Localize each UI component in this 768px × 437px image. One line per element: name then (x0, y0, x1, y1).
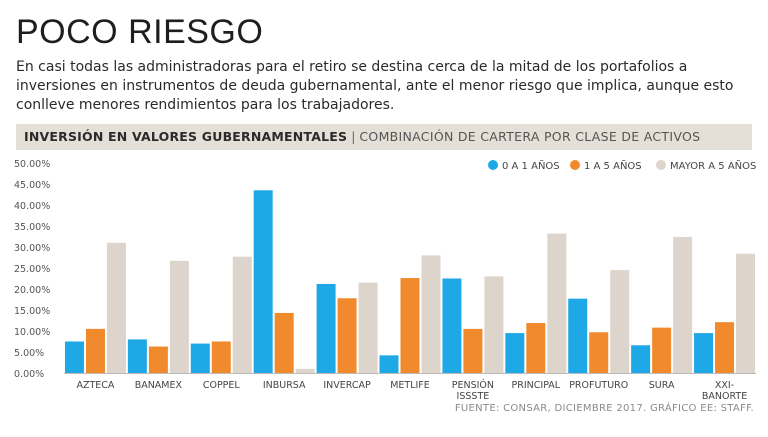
x-tick-label-line: INVERCAP (323, 380, 371, 391)
bar-2 (211, 341, 231, 373)
page-title: POCO RIESGO (16, 13, 264, 51)
x-tick-label-line: ISSSTE (457, 391, 490, 402)
bar-2 (400, 278, 420, 373)
bar-3 (736, 253, 756, 373)
bar-3 (169, 260, 189, 373)
chart-container: 0.00% 5.00% 10.00% 15.00% 20.00% 25.00% 30.00%… (0, 150, 768, 433)
bar-2 (274, 312, 294, 373)
bar-3 (610, 270, 630, 373)
bar-1 (253, 190, 273, 373)
chart-title: INVERSIÓN EN VALORES GUBERNAMENTALES (24, 129, 348, 144)
y-tick-label: 25.00% (14, 264, 50, 275)
bar-3 (673, 236, 693, 373)
x-tick-label: BANAMEX (135, 380, 183, 391)
y-tick-label: 30.00% (14, 243, 50, 254)
bar-1 (127, 339, 147, 373)
x-tick-label-line: INBURSA (263, 380, 306, 391)
y-tick-label: 35.00% (14, 222, 50, 233)
bar-2 (715, 322, 735, 373)
x-tick-label-line: PRINCIPAL (512, 380, 561, 391)
x-tick-label: INBURSA (263, 380, 306, 391)
x-tick-label-line: BANORTE (702, 391, 747, 402)
x-tick-label: PENSIÓN ISSSTE (452, 379, 494, 402)
y-tick-label: 5.00% (14, 348, 44, 359)
bar-2 (463, 328, 483, 373)
x-tick-label: PROFUTURO (569, 380, 628, 391)
bar-3 (232, 256, 252, 373)
bar-3 (484, 276, 504, 373)
bar-1 (631, 345, 651, 373)
y-tick-label: 40.00% (14, 201, 50, 212)
bar-3 (547, 233, 567, 373)
bar-1 (568, 298, 588, 373)
legend-marker-2 (570, 160, 580, 170)
bar-1 (379, 355, 399, 373)
source-note: FUENTE: CONSAR, DICIEMBRE 2017. GRÁFICO … (454, 403, 754, 414)
chart-banner: INVERSIÓN EN VALORES GUBERNAMENTALES | COM… (16, 124, 752, 150)
x-tick-label: XXI-BANORTE (702, 380, 747, 402)
bar-chart: 0.00% 5.00% 10.00% 15.00% 20.00% 25.00% 30.00%… (14, 159, 756, 402)
x-tick-label-line: PROFUTURO (569, 380, 628, 391)
y-tick-label: 20.00% (14, 285, 50, 296)
x-tick-label-line: METLIFE (390, 380, 430, 391)
y-tick-label: 10.00% (14, 327, 50, 338)
bar-1 (190, 343, 210, 373)
legend-marker-3 (656, 160, 666, 170)
legend-label-1: 0 A 1 AÑOS (502, 159, 560, 172)
bar-1 (694, 333, 714, 373)
banner-separator: | (351, 129, 356, 144)
legend-label-2: 1 A 5 AÑOS (584, 159, 642, 172)
bar-2 (148, 346, 168, 373)
y-tick-label: 50.00% (14, 159, 50, 170)
y-tick-label: 15.00% (14, 306, 50, 317)
bar-2 (85, 328, 105, 373)
x-tick-label-line: SURA (649, 380, 675, 391)
bar-2 (526, 323, 546, 373)
x-tick-label: COPPEL (203, 380, 241, 391)
x-tick-label-line: XXI- (715, 380, 734, 391)
bar-1 (316, 283, 336, 373)
legend-label-3: MAYOR A 5 AÑOS (670, 159, 756, 172)
bar-3 (358, 282, 378, 373)
y-tick-label: 45.00% (14, 180, 50, 191)
x-tick-label: PRINCIPAL (512, 380, 561, 391)
bar-2 (337, 298, 357, 373)
legend-marker-1 (488, 160, 498, 170)
bar-1 (505, 333, 525, 373)
bar-1 (64, 341, 84, 373)
bar-3 (106, 242, 126, 373)
x-tick-label-line: AZTECA (76, 380, 114, 391)
bar-3 (421, 255, 441, 373)
chart-subtitle: COMBINACIÓN DE CARTERA POR CLASE DE ACTI… (359, 129, 701, 144)
x-tick-label-line: PENSIÓN (452, 379, 494, 391)
bar-2 (589, 332, 609, 373)
bar-1 (442, 278, 462, 373)
bar-2 (652, 327, 672, 373)
y-tick-label: 0.00% (14, 369, 44, 380)
x-tick-label: SURA (649, 380, 675, 391)
bar-3 (295, 368, 315, 373)
x-tick-label-line: BANAMEX (135, 380, 183, 391)
x-tick-label: AZTECA (76, 380, 114, 391)
x-tick-label: METLIFE (390, 380, 430, 391)
x-tick-label-line: COPPEL (203, 380, 241, 391)
x-tick-label: INVERCAP (323, 380, 371, 391)
page-subtitle: En casi todas las administradoras para e… (16, 59, 734, 113)
